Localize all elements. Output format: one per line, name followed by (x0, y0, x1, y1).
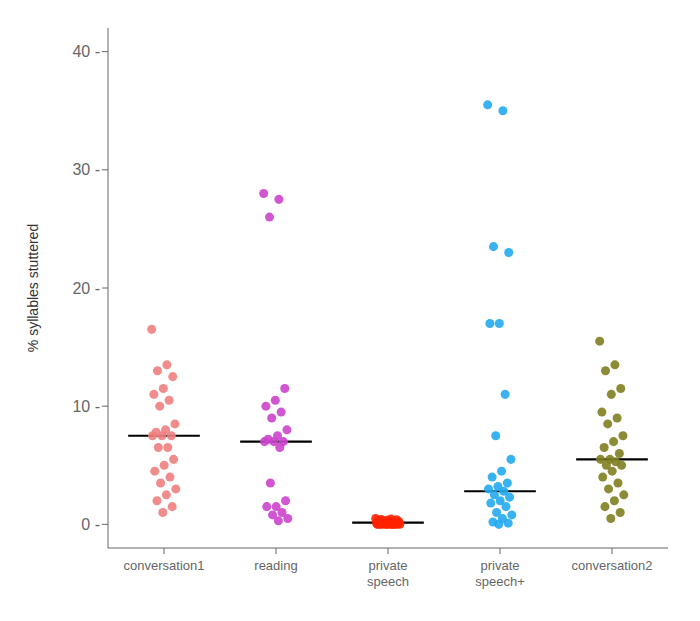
svg-text:% syllables stuttered: % syllables stuttered (25, 224, 41, 352)
svg-text:40 -: 40 - (72, 43, 100, 60)
svg-text:conversation2: conversation2 (572, 558, 653, 573)
svg-text:0 -: 0 - (81, 516, 100, 533)
svg-text:30 -: 30 - (72, 161, 100, 178)
svg-text:conversation1: conversation1 (124, 558, 205, 573)
svg-text:20 -: 20 - (72, 280, 100, 297)
svg-text:reading: reading (254, 558, 297, 573)
svg-text:10 -: 10 - (72, 398, 100, 415)
svg-text:privatespeech+: privatespeech+ (475, 558, 525, 589)
svg-text:privatespeech: privatespeech (367, 558, 409, 589)
